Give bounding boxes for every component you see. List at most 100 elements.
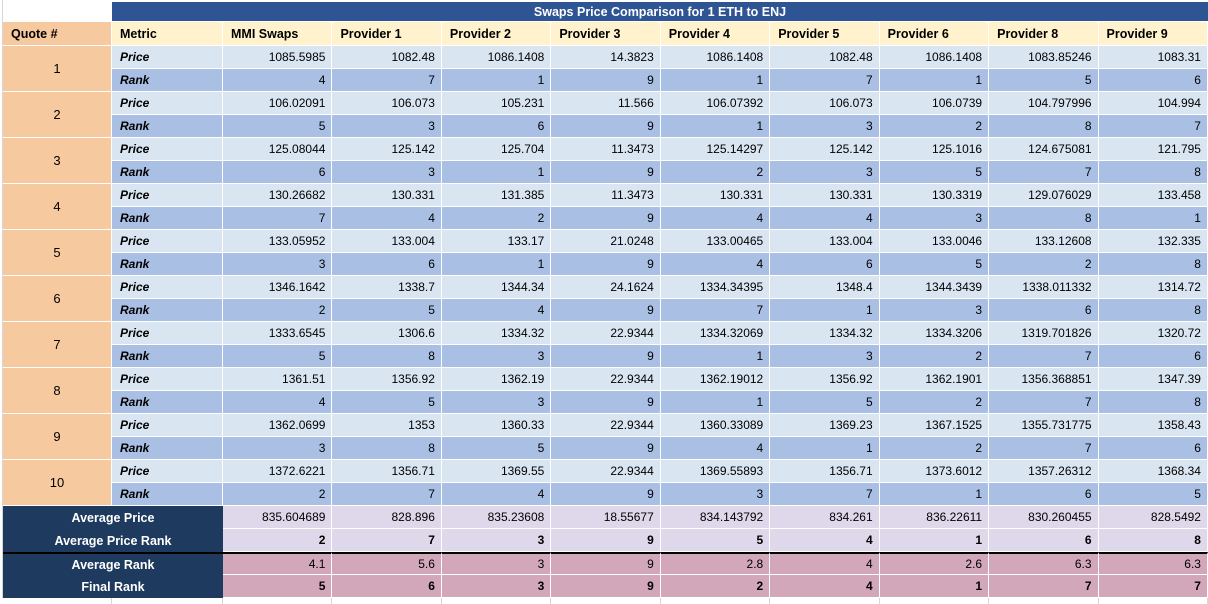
rank-value-mmi-swaps[interactable]: 5 xyxy=(223,345,333,368)
quote-number-cell[interactable]: 6 xyxy=(3,276,112,322)
column-header-metric[interactable]: Metric xyxy=(112,22,223,46)
final-rank-value-provider-3[interactable]: 9 xyxy=(551,575,661,598)
summary-label-average-price-rank[interactable]: Average Price Rank xyxy=(3,529,223,552)
price-value-provider-6[interactable]: 133.0046 xyxy=(879,230,990,253)
rank-value-provider-2[interactable]: 4 xyxy=(441,299,552,322)
price-value-provider-3[interactable]: 22.9344 xyxy=(551,368,661,391)
average-rank-value-provider-9[interactable]: 6.3 xyxy=(1098,552,1208,575)
average-price-value-provider-8[interactable]: 830.260455 xyxy=(989,506,1099,529)
metric-label-price[interactable]: Price xyxy=(112,46,223,69)
rank-value-provider-3[interactable]: 9 xyxy=(551,391,661,414)
metric-label-rank[interactable]: Rank xyxy=(112,69,223,92)
rank-value-provider-6[interactable]: 5 xyxy=(879,253,990,276)
price-value-provider-3[interactable]: 14.3823 xyxy=(551,46,661,69)
rank-value-provider-5[interactable]: 7 xyxy=(770,483,880,506)
rank-value-mmi-swaps[interactable]: 5 xyxy=(223,115,333,138)
rank-value-provider-5[interactable]: 5 xyxy=(770,391,880,414)
metric-label-rank[interactable]: Rank xyxy=(112,437,223,460)
price-value-provider-8[interactable]: 129.076029 xyxy=(989,184,1099,207)
average-price-rank-value-provider-6[interactable]: 1 xyxy=(879,529,990,552)
price-value-provider-5[interactable]: 1348.4 xyxy=(770,276,880,299)
price-value-provider-4[interactable]: 130.331 xyxy=(660,184,771,207)
rank-value-provider-8[interactable]: 2 xyxy=(989,253,1099,276)
rank-value-provider-8[interactable]: 7 xyxy=(989,345,1099,368)
rank-value-provider-9[interactable]: 8 xyxy=(1098,161,1208,184)
price-value-provider-5[interactable]: 106.073 xyxy=(770,92,880,115)
rank-value-provider-2[interactable]: 3 xyxy=(441,391,552,414)
average-price-value-provider-6[interactable]: 836.22611 xyxy=(879,506,990,529)
rank-value-provider-8[interactable]: 6 xyxy=(989,483,1099,506)
final-rank-value-provider-6[interactable]: 1 xyxy=(879,575,990,598)
average-price-value-provider-9[interactable]: 828.5492 xyxy=(1098,506,1208,529)
price-value-provider-4[interactable]: 125.14297 xyxy=(660,138,771,161)
metric-label-rank[interactable]: Rank xyxy=(112,391,223,414)
rank-value-mmi-swaps[interactable]: 2 xyxy=(223,483,333,506)
average-price-value-provider-5[interactable]: 834.261 xyxy=(770,506,880,529)
rank-value-mmi-swaps[interactable]: 7 xyxy=(223,207,333,230)
price-value-provider-8[interactable]: 1319.701826 xyxy=(989,322,1099,345)
column-header-provider-5[interactable]: Provider 5 xyxy=(770,22,880,46)
average-rank-value-provider-4[interactable]: 2.8 xyxy=(660,552,771,575)
rank-value-provider-8[interactable]: 7 xyxy=(989,437,1099,460)
price-value-provider-4[interactable]: 1334.34395 xyxy=(660,276,771,299)
quote-number-cell[interactable]: 5 xyxy=(3,230,112,276)
metric-label-price[interactable]: Price xyxy=(112,230,223,253)
metric-label-price[interactable]: Price xyxy=(112,138,223,161)
rank-value-provider-5[interactable]: 7 xyxy=(770,69,880,92)
quote-number-cell[interactable]: 4 xyxy=(3,184,112,230)
rank-value-provider-6[interactable]: 2 xyxy=(879,345,990,368)
final-rank-value-provider-1[interactable]: 6 xyxy=(332,575,442,598)
metric-label-rank[interactable]: Rank xyxy=(112,345,223,368)
rank-value-provider-8[interactable]: 5 xyxy=(989,69,1099,92)
metric-label-price[interactable]: Price xyxy=(112,322,223,345)
price-value-provider-3[interactable]: 22.9344 xyxy=(551,460,661,483)
price-value-provider-5[interactable]: 125.142 xyxy=(770,138,880,161)
rank-value-provider-1[interactable]: 6 xyxy=(332,253,442,276)
rank-value-provider-8[interactable]: 8 xyxy=(989,115,1099,138)
price-value-provider-9[interactable]: 1314.72 xyxy=(1098,276,1208,299)
average-price-value-provider-4[interactable]: 834.143792 xyxy=(660,506,771,529)
average-price-rank-value-provider-2[interactable]: 3 xyxy=(441,529,552,552)
rank-value-provider-9[interactable]: 5 xyxy=(1098,483,1208,506)
rank-value-provider-3[interactable]: 9 xyxy=(551,437,661,460)
rank-value-provider-3[interactable]: 9 xyxy=(551,483,661,506)
column-header-provider-4[interactable]: Provider 4 xyxy=(660,22,771,46)
rank-value-provider-3[interactable]: 9 xyxy=(551,161,661,184)
price-value-provider-5[interactable]: 1082.48 xyxy=(770,46,880,69)
price-value-provider-1[interactable]: 133.004 xyxy=(332,230,442,253)
price-value-provider-3[interactable]: 11.3473 xyxy=(551,138,661,161)
column-header-provider-9[interactable]: Provider 9 xyxy=(1098,22,1208,46)
average-price-rank-value-provider-5[interactable]: 4 xyxy=(770,529,880,552)
final-rank-value-provider-5[interactable]: 4 xyxy=(770,575,880,598)
price-value-provider-9[interactable]: 104.994 xyxy=(1098,92,1208,115)
price-value-provider-1[interactable]: 1306.6 xyxy=(332,322,442,345)
price-value-provider-4[interactable]: 106.07392 xyxy=(660,92,771,115)
price-value-provider-3[interactable]: 21.0248 xyxy=(551,230,661,253)
rank-value-provider-9[interactable]: 8 xyxy=(1098,391,1208,414)
metric-label-rank[interactable]: Rank xyxy=(112,299,223,322)
price-value-provider-4[interactable]: 1369.55893 xyxy=(660,460,771,483)
average-rank-value-provider-1[interactable]: 5.6 xyxy=(332,552,442,575)
rank-value-mmi-swaps[interactable]: 2 xyxy=(223,299,333,322)
price-value-provider-2[interactable]: 125.704 xyxy=(441,138,552,161)
price-value-mmi-swaps[interactable]: 1085.5985 xyxy=(223,46,333,69)
rank-value-provider-1[interactable]: 4 xyxy=(332,207,442,230)
price-value-provider-9[interactable]: 1347.39 xyxy=(1098,368,1208,391)
price-value-provider-8[interactable]: 1357.26312 xyxy=(989,460,1099,483)
price-value-provider-8[interactable]: 124.675081 xyxy=(989,138,1099,161)
price-value-provider-3[interactable]: 22.9344 xyxy=(551,322,661,345)
rank-value-provider-4[interactable]: 3 xyxy=(660,483,771,506)
rank-value-provider-1[interactable]: 7 xyxy=(332,483,442,506)
price-value-provider-1[interactable]: 106.073 xyxy=(332,92,442,115)
price-value-provider-1[interactable]: 130.331 xyxy=(332,184,442,207)
quote-number-cell[interactable]: 2 xyxy=(3,92,112,138)
price-value-provider-2[interactable]: 105.231 xyxy=(441,92,552,115)
metric-label-price[interactable]: Price xyxy=(112,368,223,391)
quote-number-cell[interactable]: 7 xyxy=(3,322,112,368)
metric-label-price[interactable]: Price xyxy=(112,184,223,207)
metric-label-rank[interactable]: Rank xyxy=(112,483,223,506)
price-value-provider-9[interactable]: 1368.34 xyxy=(1098,460,1208,483)
price-value-mmi-swaps[interactable]: 125.08044 xyxy=(223,138,333,161)
rank-value-provider-5[interactable]: 1 xyxy=(770,299,880,322)
price-value-provider-3[interactable]: 11.3473 xyxy=(551,184,661,207)
